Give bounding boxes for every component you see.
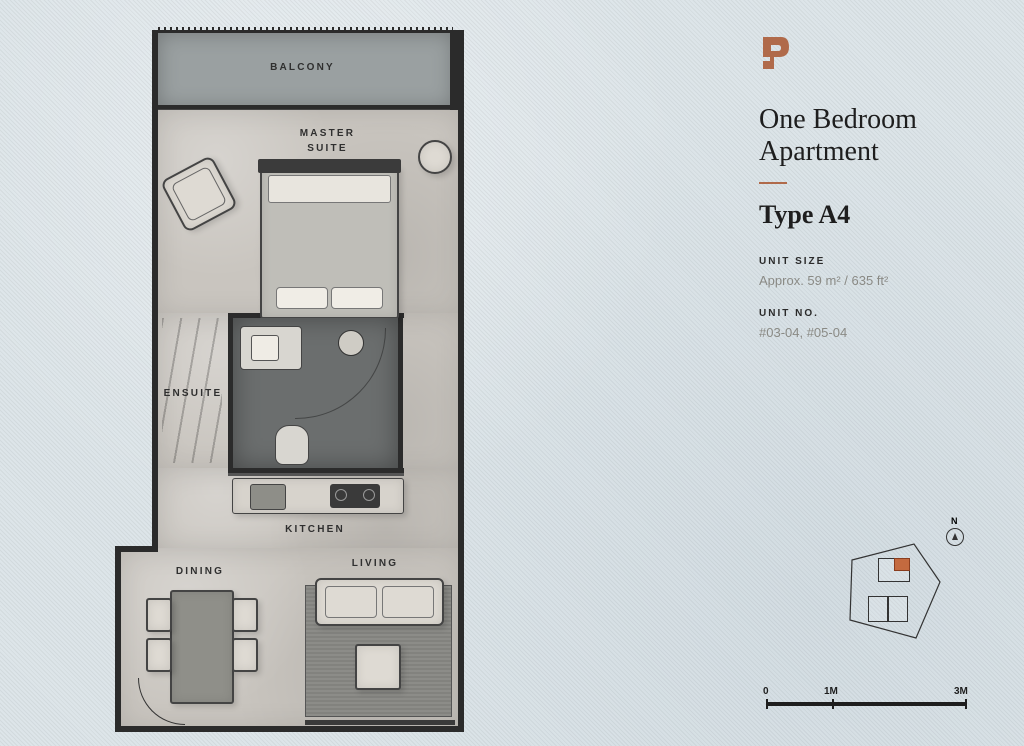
label-master: MASTER SUITE [250,126,405,156]
vanity [240,326,302,370]
unit-no-label: UNIT NO. [759,308,969,319]
scale-bar: 0 1M 3M [766,702,966,706]
scale-3m: 3M [954,686,968,697]
label-living: LIVING [325,558,425,569]
label-balcony: BALCONY [155,62,450,73]
accent-rule [759,182,787,184]
scale-1m: 1M [824,686,838,697]
north-indicator: N [946,528,964,546]
coffee-table [355,644,401,690]
sink [250,484,286,510]
label-kitchen: KITCHEN [240,524,390,535]
brand-logo-icon [759,35,791,71]
unit-no-value: #03-04, #05-04 [759,325,969,340]
side-table [418,140,452,174]
bed [260,165,399,319]
wc [275,425,309,465]
cooktop [330,484,380,508]
sofa [315,578,444,626]
unit-type: Type A4 [759,200,969,230]
apartment-title: One BedroomApartment [759,104,969,168]
scale-0: 0 [763,686,769,697]
label-ensuite: ENSUITE [158,388,228,399]
unit-size-value: Approx. 59 m² / 635 ft² [759,273,969,288]
unit-size-label: UNIT SIZE [759,256,969,267]
key-plan: N [844,536,964,646]
key-plan-highlight [894,558,910,571]
label-dining: DINING [155,566,245,577]
floor-plan: BALCONY MASTER SUITE ENSUITE KITCHEN DIN… [100,30,510,730]
info-panel: One BedroomApartment Type A4 UNIT SIZE A… [759,35,969,360]
